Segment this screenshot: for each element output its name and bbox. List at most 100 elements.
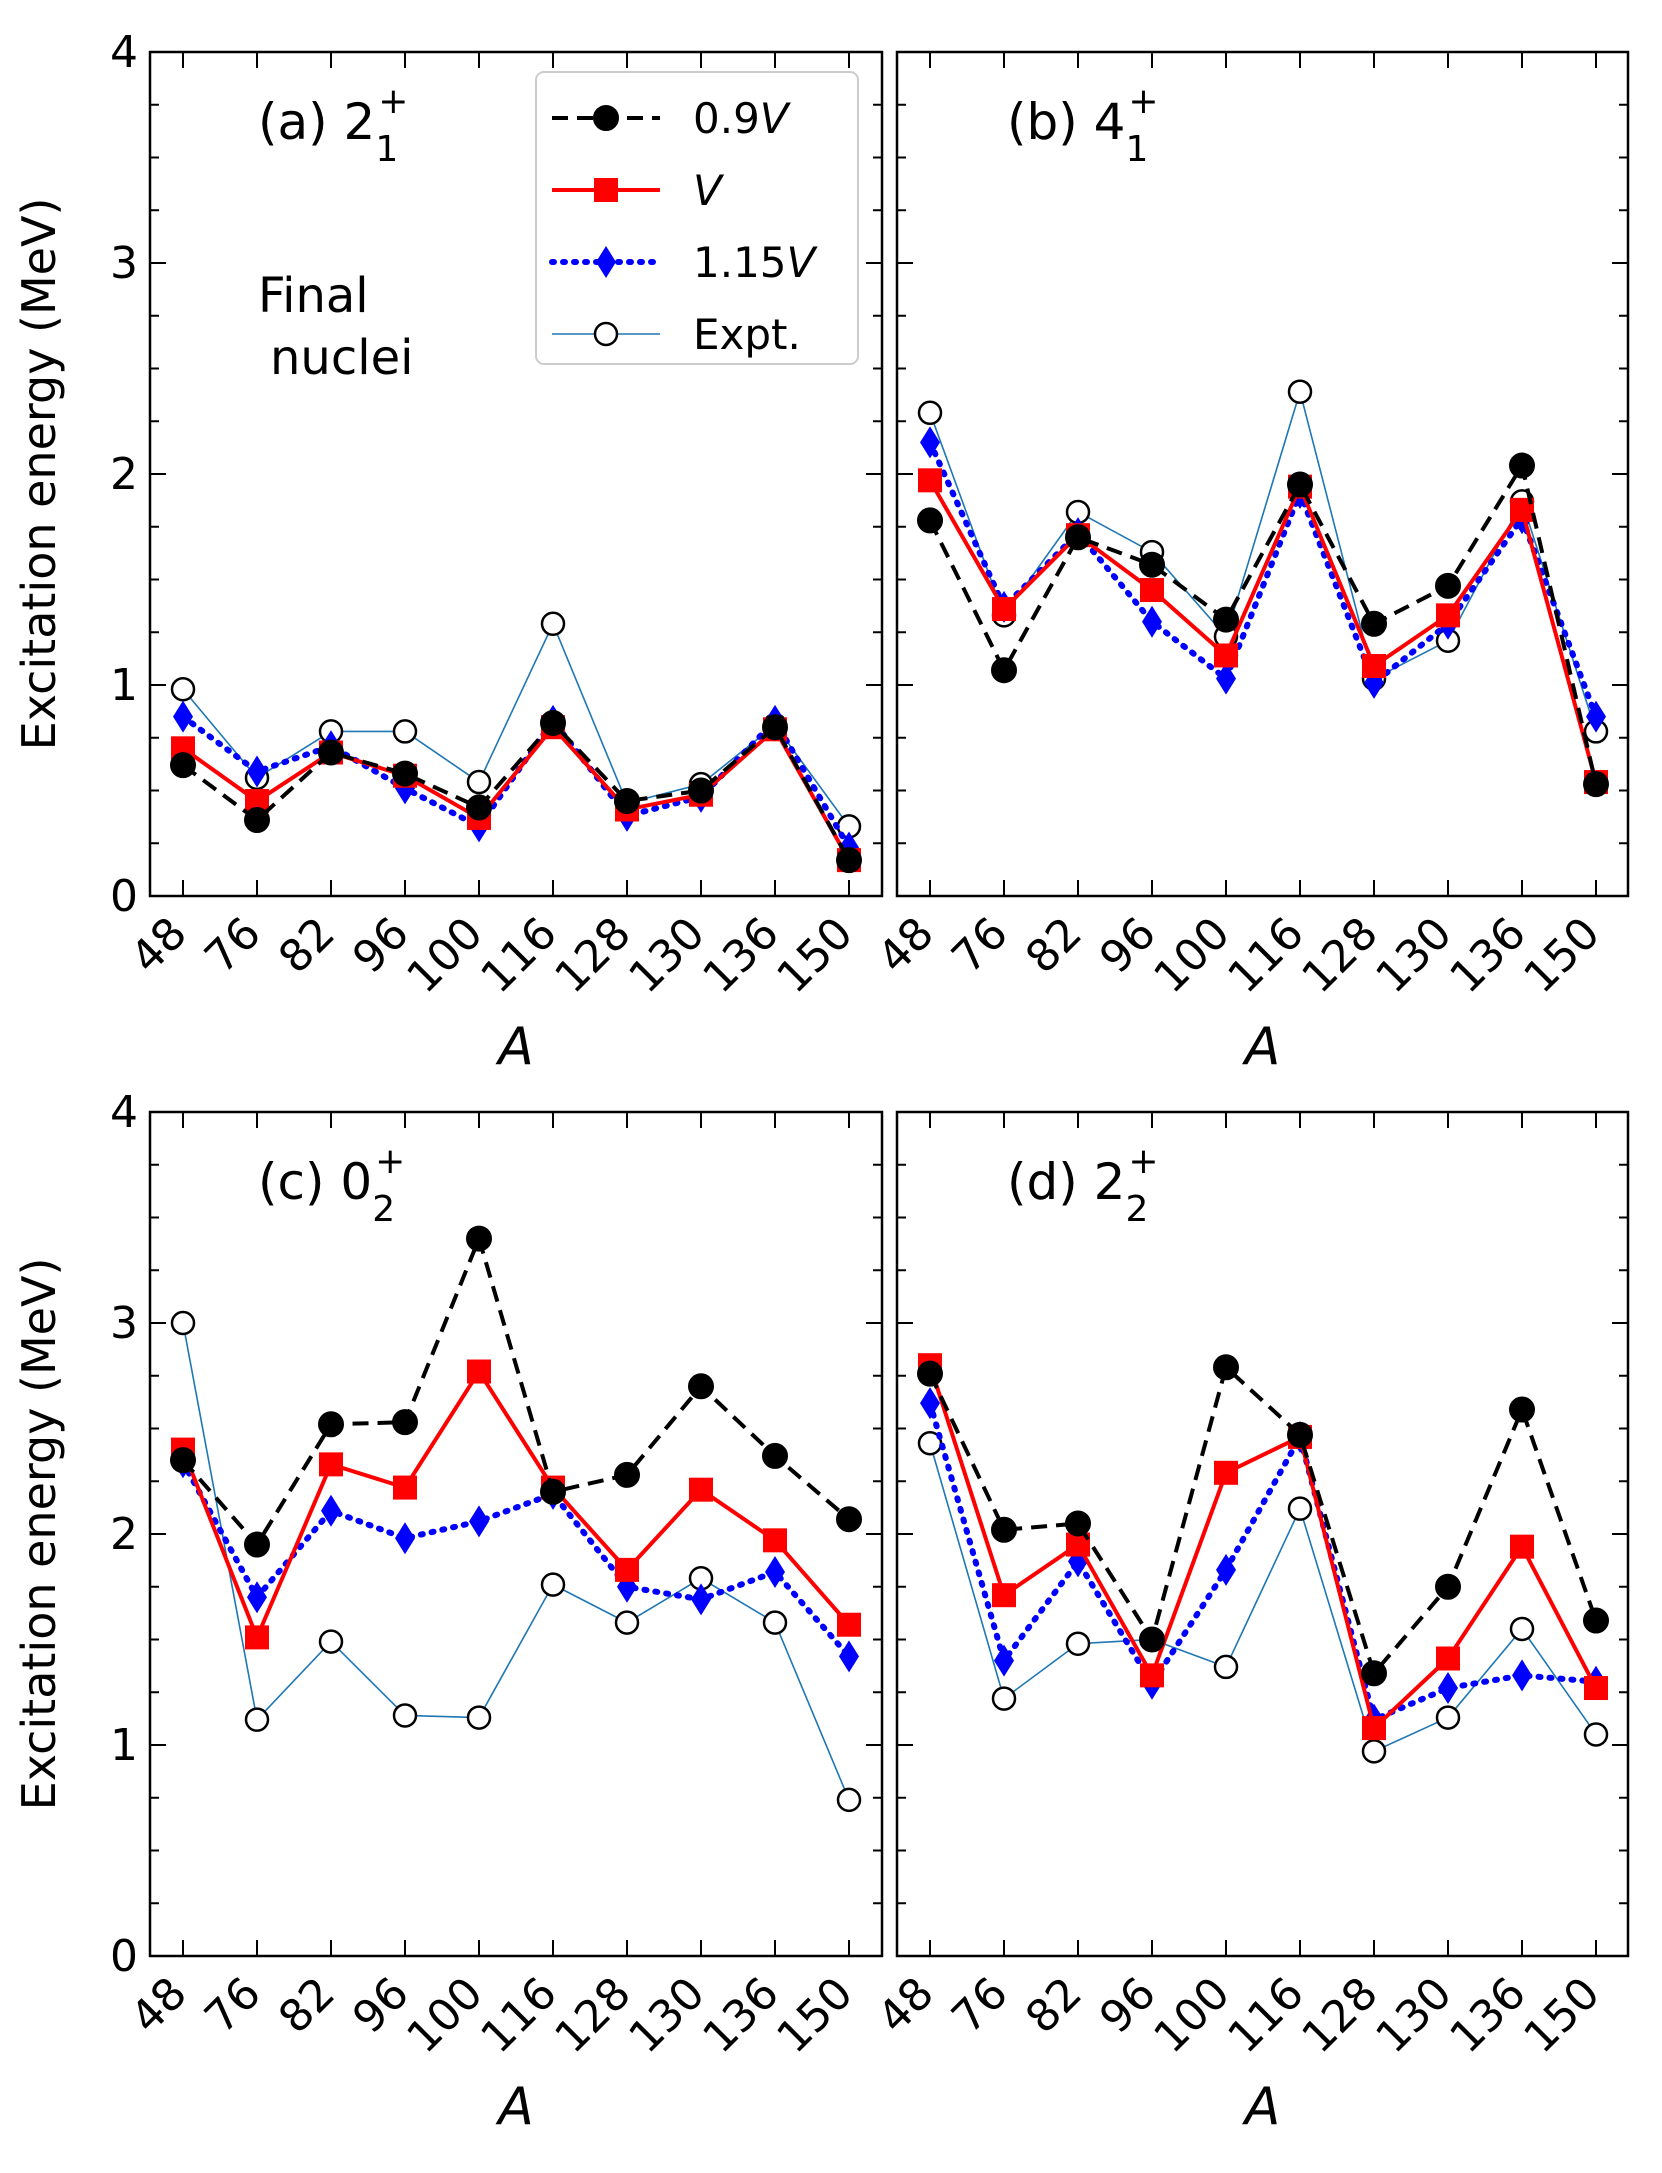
data-point [467, 1359, 491, 1384]
series-line [929, 390, 1597, 732]
series-line [180, 713, 852, 851]
x-tick-label: 82 [1016, 908, 1092, 984]
data-point [466, 769, 492, 795]
data-point [392, 760, 418, 787]
data-point [1287, 1421, 1313, 1448]
data-point [1583, 1607, 1609, 1634]
legend-entry: V [552, 166, 725, 215]
legend-marker [596, 246, 616, 278]
panel-label: (c) 02+ [258, 1141, 405, 1230]
data-point [920, 1387, 940, 1420]
data-point [170, 676, 196, 702]
y-tick-label: 1 [110, 660, 138, 711]
data-point [170, 752, 196, 779]
data-point [393, 1475, 417, 1500]
series-line [928, 479, 1598, 783]
data-point [1509, 452, 1535, 479]
data-point [1065, 1510, 1091, 1537]
y-tick-label: 4 [110, 27, 138, 78]
x-tick-label: 82 [269, 908, 345, 984]
x-tick-label: 76 [195, 908, 271, 984]
legend-label: 1.15V [693, 238, 819, 287]
data-point [762, 714, 788, 741]
data-point [170, 1447, 196, 1474]
y-axis-label: Excitation energy (MeV) [12, 1258, 66, 1811]
x-tick-label: 136 [693, 1968, 788, 2063]
x-axis-label: A [495, 1017, 534, 1077]
y-tick-label: 3 [110, 238, 138, 289]
data-point [318, 1629, 344, 1654]
series-line [181, 725, 851, 862]
data-point [1139, 551, 1165, 578]
legend-entry: 0.9V [552, 94, 792, 143]
data-point [245, 1625, 269, 1650]
y-tick-label: 2 [110, 449, 138, 500]
data-point [1512, 1659, 1532, 1692]
data-point [615, 1557, 639, 1582]
data-point [1583, 771, 1609, 798]
data-point [1583, 1722, 1609, 1747]
data-point [244, 807, 270, 834]
data-point [917, 1360, 943, 1387]
series-line [928, 463, 1598, 785]
x-tick-label: 116 [1218, 908, 1313, 1003]
data-point [392, 719, 418, 744]
data-point [1509, 1616, 1535, 1642]
data-point [540, 611, 566, 637]
data-point [917, 507, 943, 534]
x-tick-label: 128 [545, 908, 640, 1003]
data-point [918, 468, 942, 493]
data-point [688, 1373, 714, 1400]
series-09v [917, 452, 1609, 798]
data-point [1435, 1705, 1461, 1730]
data-point [1361, 1660, 1387, 1687]
legend-label: 0.9V [693, 94, 792, 143]
series-line [182, 623, 850, 827]
data-point [836, 1506, 862, 1533]
x-tick-label: 100 [1144, 908, 1239, 1003]
series-115v [920, 1387, 1606, 1736]
data-point [1361, 610, 1387, 637]
data-point [321, 1494, 341, 1527]
data-point [1586, 700, 1606, 733]
series-line [929, 1443, 1597, 1753]
y-tick-label: 2 [110, 1509, 138, 1560]
x-tick-label: 116 [1218, 1968, 1313, 2063]
legend-marker [594, 178, 618, 202]
data-point [469, 1505, 489, 1538]
data-point [395, 1522, 415, 1555]
data-point [1213, 1654, 1239, 1680]
data-point [1509, 1396, 1535, 1423]
series-line [181, 1369, 851, 1640]
panel-label: (a) 21+ [258, 81, 408, 170]
y-tick-label: 0 [110, 1931, 138, 1982]
data-point [1436, 1646, 1460, 1671]
data-point [540, 709, 566, 736]
data-point [392, 1409, 418, 1436]
x-tick-label: 150 [1514, 1968, 1609, 2063]
annotation-line: Final [258, 268, 369, 324]
y-tick-label: 0 [110, 871, 138, 922]
data-point [614, 788, 640, 815]
panel-label: (d) 22+ [1007, 1141, 1159, 1230]
data-point [466, 1705, 492, 1730]
data-point [839, 1640, 859, 1673]
x-tick-label: 82 [269, 1968, 345, 2044]
data-point [244, 1531, 270, 1558]
legend-entry: Expt. [552, 310, 801, 359]
series-line [927, 439, 1599, 720]
data-point [614, 1461, 640, 1488]
x-tick-label: 136 [693, 908, 788, 1003]
series-09v [170, 1225, 862, 1558]
data-point [1065, 524, 1091, 551]
data-point [170, 1310, 196, 1336]
legend-box [535, 71, 859, 365]
data-point [614, 1610, 640, 1635]
data-point [836, 1787, 862, 1813]
data-point [763, 1528, 787, 1553]
data-point [991, 1516, 1017, 1543]
data-point [1139, 1626, 1165, 1653]
series-line [182, 1322, 850, 1801]
